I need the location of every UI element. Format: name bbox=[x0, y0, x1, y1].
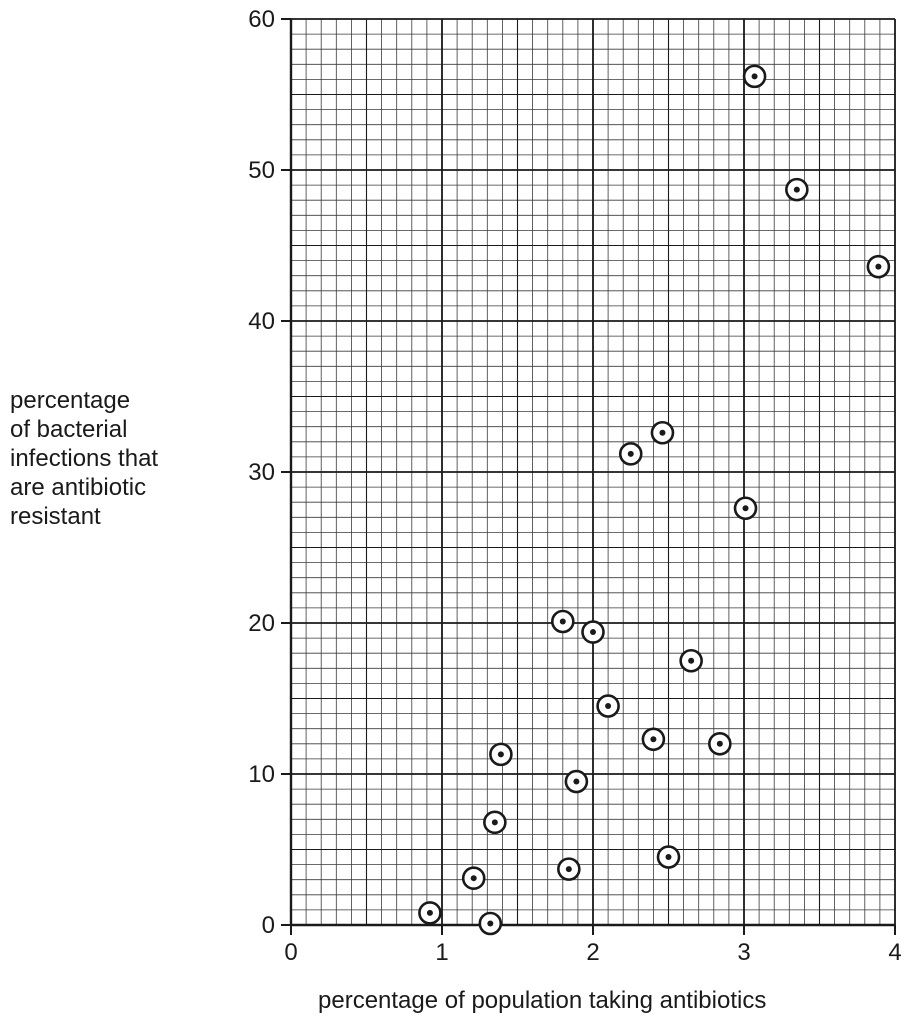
x-tick-label: 4 bbox=[888, 939, 901, 966]
x-tick-label: 1 bbox=[435, 939, 448, 966]
data-point-dot bbox=[716, 740, 723, 747]
y-tick-label: 50 bbox=[248, 157, 275, 184]
data-point bbox=[581, 620, 605, 644]
y-axis-label-line: infections that bbox=[10, 445, 159, 472]
data-point-dot bbox=[491, 819, 498, 826]
data-point bbox=[564, 769, 589, 794]
data-point bbox=[483, 810, 507, 835]
data-point bbox=[742, 64, 767, 89]
data-point bbox=[708, 731, 732, 756]
data-point bbox=[461, 866, 486, 890]
data-point-dot bbox=[426, 909, 433, 916]
data-point bbox=[489, 742, 513, 767]
x-tick-label: 2 bbox=[586, 939, 599, 966]
data-point-dot bbox=[688, 657, 695, 664]
x-axis-ticks: 0 1 2 3 4 bbox=[284, 925, 902, 966]
data-point bbox=[596, 694, 620, 718]
data-point-dot bbox=[590, 629, 596, 636]
data-point-dot bbox=[497, 751, 504, 758]
data-point-dot bbox=[605, 703, 612, 710]
y-tick-label: 20 bbox=[248, 610, 275, 637]
data-point bbox=[478, 911, 503, 936]
y-tick-label: 30 bbox=[248, 459, 275, 486]
data-point bbox=[679, 648, 703, 673]
data-point bbox=[785, 177, 809, 202]
y-axis-label-line: of bacterial bbox=[10, 416, 128, 443]
data-point bbox=[656, 845, 681, 869]
x-axis-label: percentage of population taking antibiot… bbox=[318, 987, 767, 1014]
y-axis-label-line: are antibiotic bbox=[10, 474, 147, 501]
data-point bbox=[733, 496, 758, 521]
y-axis-label-line: resistant bbox=[10, 503, 101, 530]
data-point bbox=[557, 857, 581, 881]
data-point-dot bbox=[793, 186, 800, 193]
data-point-dot bbox=[487, 920, 494, 927]
data-point-dot bbox=[470, 875, 477, 882]
x-tick-label: 0 bbox=[284, 939, 297, 966]
y-axis-label-line: percentage bbox=[10, 387, 131, 414]
data-point-dot bbox=[627, 450, 634, 457]
data-point bbox=[866, 254, 891, 279]
data-point-dot bbox=[665, 854, 672, 861]
data-point bbox=[650, 420, 675, 445]
y-axis-ticks: 0 10 20 30 40 50 60 bbox=[248, 6, 291, 939]
data-point-dot bbox=[565, 866, 572, 873]
data-point bbox=[418, 901, 442, 925]
data-points bbox=[418, 64, 891, 936]
y-tick-label: 0 bbox=[262, 912, 275, 939]
y-axis-label: percentage of bacterial infections that … bbox=[10, 386, 210, 531]
data-point-dot bbox=[751, 73, 758, 80]
data-point-dot bbox=[875, 263, 882, 270]
data-point bbox=[550, 609, 575, 634]
y-tick-label: 60 bbox=[248, 6, 275, 33]
data-point-dot bbox=[559, 618, 566, 625]
y-tick-label: 10 bbox=[248, 761, 275, 788]
data-point bbox=[641, 727, 666, 752]
data-point-dot bbox=[573, 778, 580, 785]
data-point-dot bbox=[650, 736, 657, 743]
y-tick-label: 40 bbox=[248, 308, 275, 335]
x-tick-label: 3 bbox=[737, 939, 750, 966]
data-point-dot bbox=[742, 505, 749, 512]
data-point bbox=[618, 442, 643, 466]
data-point-dot bbox=[659, 429, 666, 436]
